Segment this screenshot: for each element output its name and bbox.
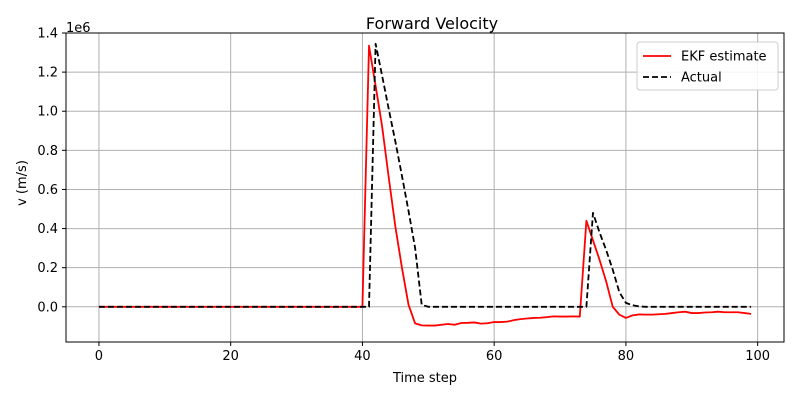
plot-frame [65, 32, 785, 343]
x-tick-label: 40 [354, 349, 371, 364]
y-tick-label: 0.2 [37, 261, 58, 276]
chart-title: Forward Velocity [366, 14, 498, 33]
series-line-actual [98, 42, 752, 308]
series-line-ekf-estimate [98, 44, 752, 327]
x-tick-label: 80 [618, 349, 635, 364]
x-tick-label: 20 [222, 349, 239, 364]
axis-ticks: 0 20 40 60 80 100 0.0 0.2 0.4 0.6 0.8 1.0 1.2 1.4 [37, 27, 770, 365]
legend-box [636, 41, 779, 91]
x-tick-label: 0 [95, 349, 103, 364]
y-tick-label: 1.0 [37, 105, 58, 120]
legend: EKF estimate Actual [636, 41, 779, 91]
y-tick-label: 1.2 [37, 66, 58, 81]
series-layer [98, 42, 752, 327]
y-tick-label: 0.6 [37, 183, 58, 198]
legend-label-actual: Actual [681, 71, 722, 86]
y-tick-label: 1.4 [37, 27, 58, 42]
y-tick-label: 0.8 [37, 144, 58, 159]
legend-label-ekf-estimate: EKF estimate [681, 50, 767, 65]
y-tick-label: 0.4 [37, 222, 58, 237]
y-axis-label: v (m/s) [15, 160, 30, 206]
y-offset-label: 1e6 [66, 21, 91, 36]
x-axis-label: Time step [392, 371, 457, 386]
y-tick-label: 0.0 [37, 300, 58, 315]
x-tick-label: 60 [486, 349, 503, 364]
x-tick-label: 100 [745, 349, 770, 364]
